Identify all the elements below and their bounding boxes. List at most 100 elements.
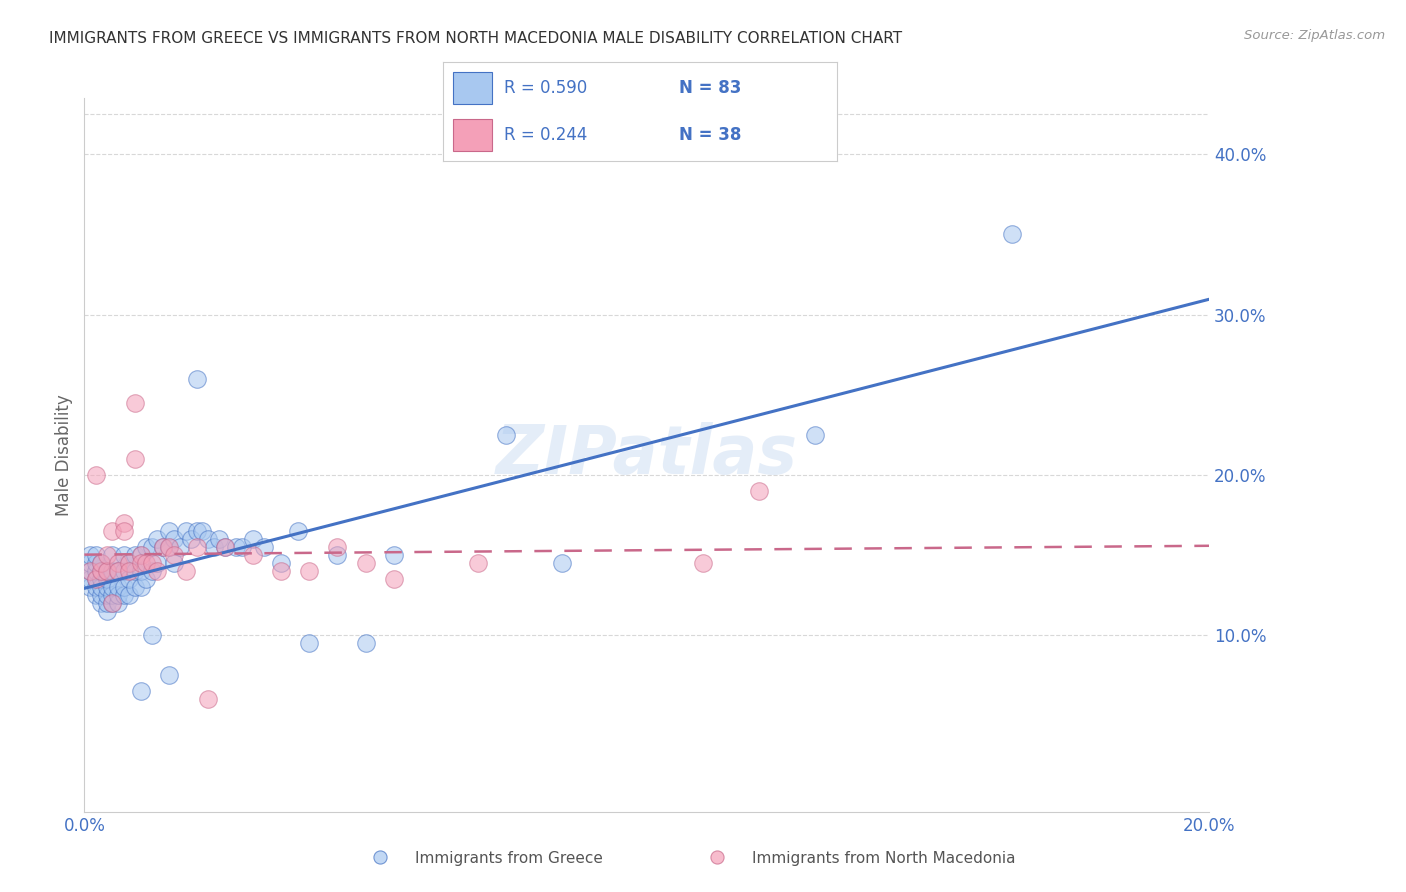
Point (157, 668, 180, 682)
Point (141, 556, 163, 570)
Point (107, 564, 129, 578)
Point (287, 524, 309, 538)
Point (242, 532, 264, 546)
Point (90, 588, 112, 602)
Point (706, 850, 728, 864)
Point (118, 572, 141, 586)
Point (112, 588, 135, 602)
Point (107, 596, 129, 610)
Point (152, 540, 174, 554)
Point (129, 564, 152, 578)
Point (124, 580, 146, 594)
Point (112, 548, 135, 562)
Point (84, 564, 107, 578)
Point (96, 572, 118, 586)
Point (298, 564, 321, 578)
Point (748, 483, 770, 498)
Point (124, 548, 146, 562)
Point (1001, 227, 1024, 242)
Point (101, 596, 124, 610)
Point (101, 548, 124, 562)
Point (129, 556, 152, 570)
Point (382, 548, 405, 562)
Point (101, 580, 124, 594)
Text: Immigrants from North Macedonia: Immigrants from North Macedonia (752, 851, 1015, 865)
Point (804, 428, 827, 442)
Point (163, 532, 186, 546)
Point (157, 524, 180, 538)
Point (202, 540, 225, 554)
Point (124, 451, 146, 466)
Point (96, 596, 118, 610)
Point (79, 564, 101, 578)
Point (96, 588, 118, 602)
Point (368, 850, 391, 864)
Point (129, 684, 152, 698)
Point (79, 580, 101, 594)
Point (112, 516, 135, 530)
Text: N = 38: N = 38 (679, 126, 741, 144)
Point (79, 556, 101, 570)
Point (135, 556, 157, 570)
Point (146, 556, 169, 570)
Point (551, 556, 574, 570)
Point (129, 548, 152, 562)
Point (96, 580, 118, 594)
Point (191, 524, 214, 538)
Point (141, 628, 163, 642)
Point (163, 556, 186, 570)
Point (270, 556, 292, 570)
Point (135, 540, 157, 554)
Text: R = 0.244: R = 0.244 (503, 126, 588, 144)
Point (197, 692, 219, 706)
Point (692, 556, 714, 570)
Point (135, 572, 157, 586)
Point (124, 396, 146, 410)
Point (79, 548, 101, 562)
Point (84, 588, 107, 602)
Point (96, 564, 118, 578)
Point (112, 524, 135, 538)
Point (214, 540, 236, 554)
Point (90, 556, 112, 570)
FancyBboxPatch shape (453, 72, 492, 103)
Point (118, 556, 141, 570)
Point (118, 564, 141, 578)
Point (298, 636, 321, 650)
Point (186, 540, 208, 554)
Point (214, 540, 236, 554)
Point (141, 540, 163, 554)
Point (79, 564, 101, 578)
Point (84, 467, 107, 482)
Point (382, 572, 405, 586)
Point (157, 540, 180, 554)
Point (107, 580, 129, 594)
Point (354, 556, 377, 570)
Point (354, 636, 377, 650)
Text: Source: ZipAtlas.com: Source: ZipAtlas.com (1244, 29, 1385, 42)
Text: Immigrants from Greece: Immigrants from Greece (415, 851, 603, 865)
Point (96, 564, 118, 578)
Point (107, 588, 129, 602)
Point (107, 564, 129, 578)
Point (270, 564, 292, 578)
Point (174, 564, 197, 578)
Point (146, 564, 169, 578)
Point (326, 548, 349, 562)
Point (180, 532, 202, 546)
Point (90, 596, 112, 610)
Point (186, 372, 208, 386)
Point (101, 596, 124, 610)
Point (124, 564, 146, 578)
Y-axis label: Male Disability: Male Disability (55, 394, 73, 516)
Text: ZIPatlas: ZIPatlas (496, 422, 797, 488)
Point (101, 524, 124, 538)
Point (79, 572, 101, 586)
FancyBboxPatch shape (453, 120, 492, 151)
Point (84, 572, 107, 586)
Point (197, 532, 219, 546)
Point (326, 540, 349, 554)
Point (118, 556, 141, 570)
Point (101, 564, 124, 578)
Point (169, 540, 191, 554)
